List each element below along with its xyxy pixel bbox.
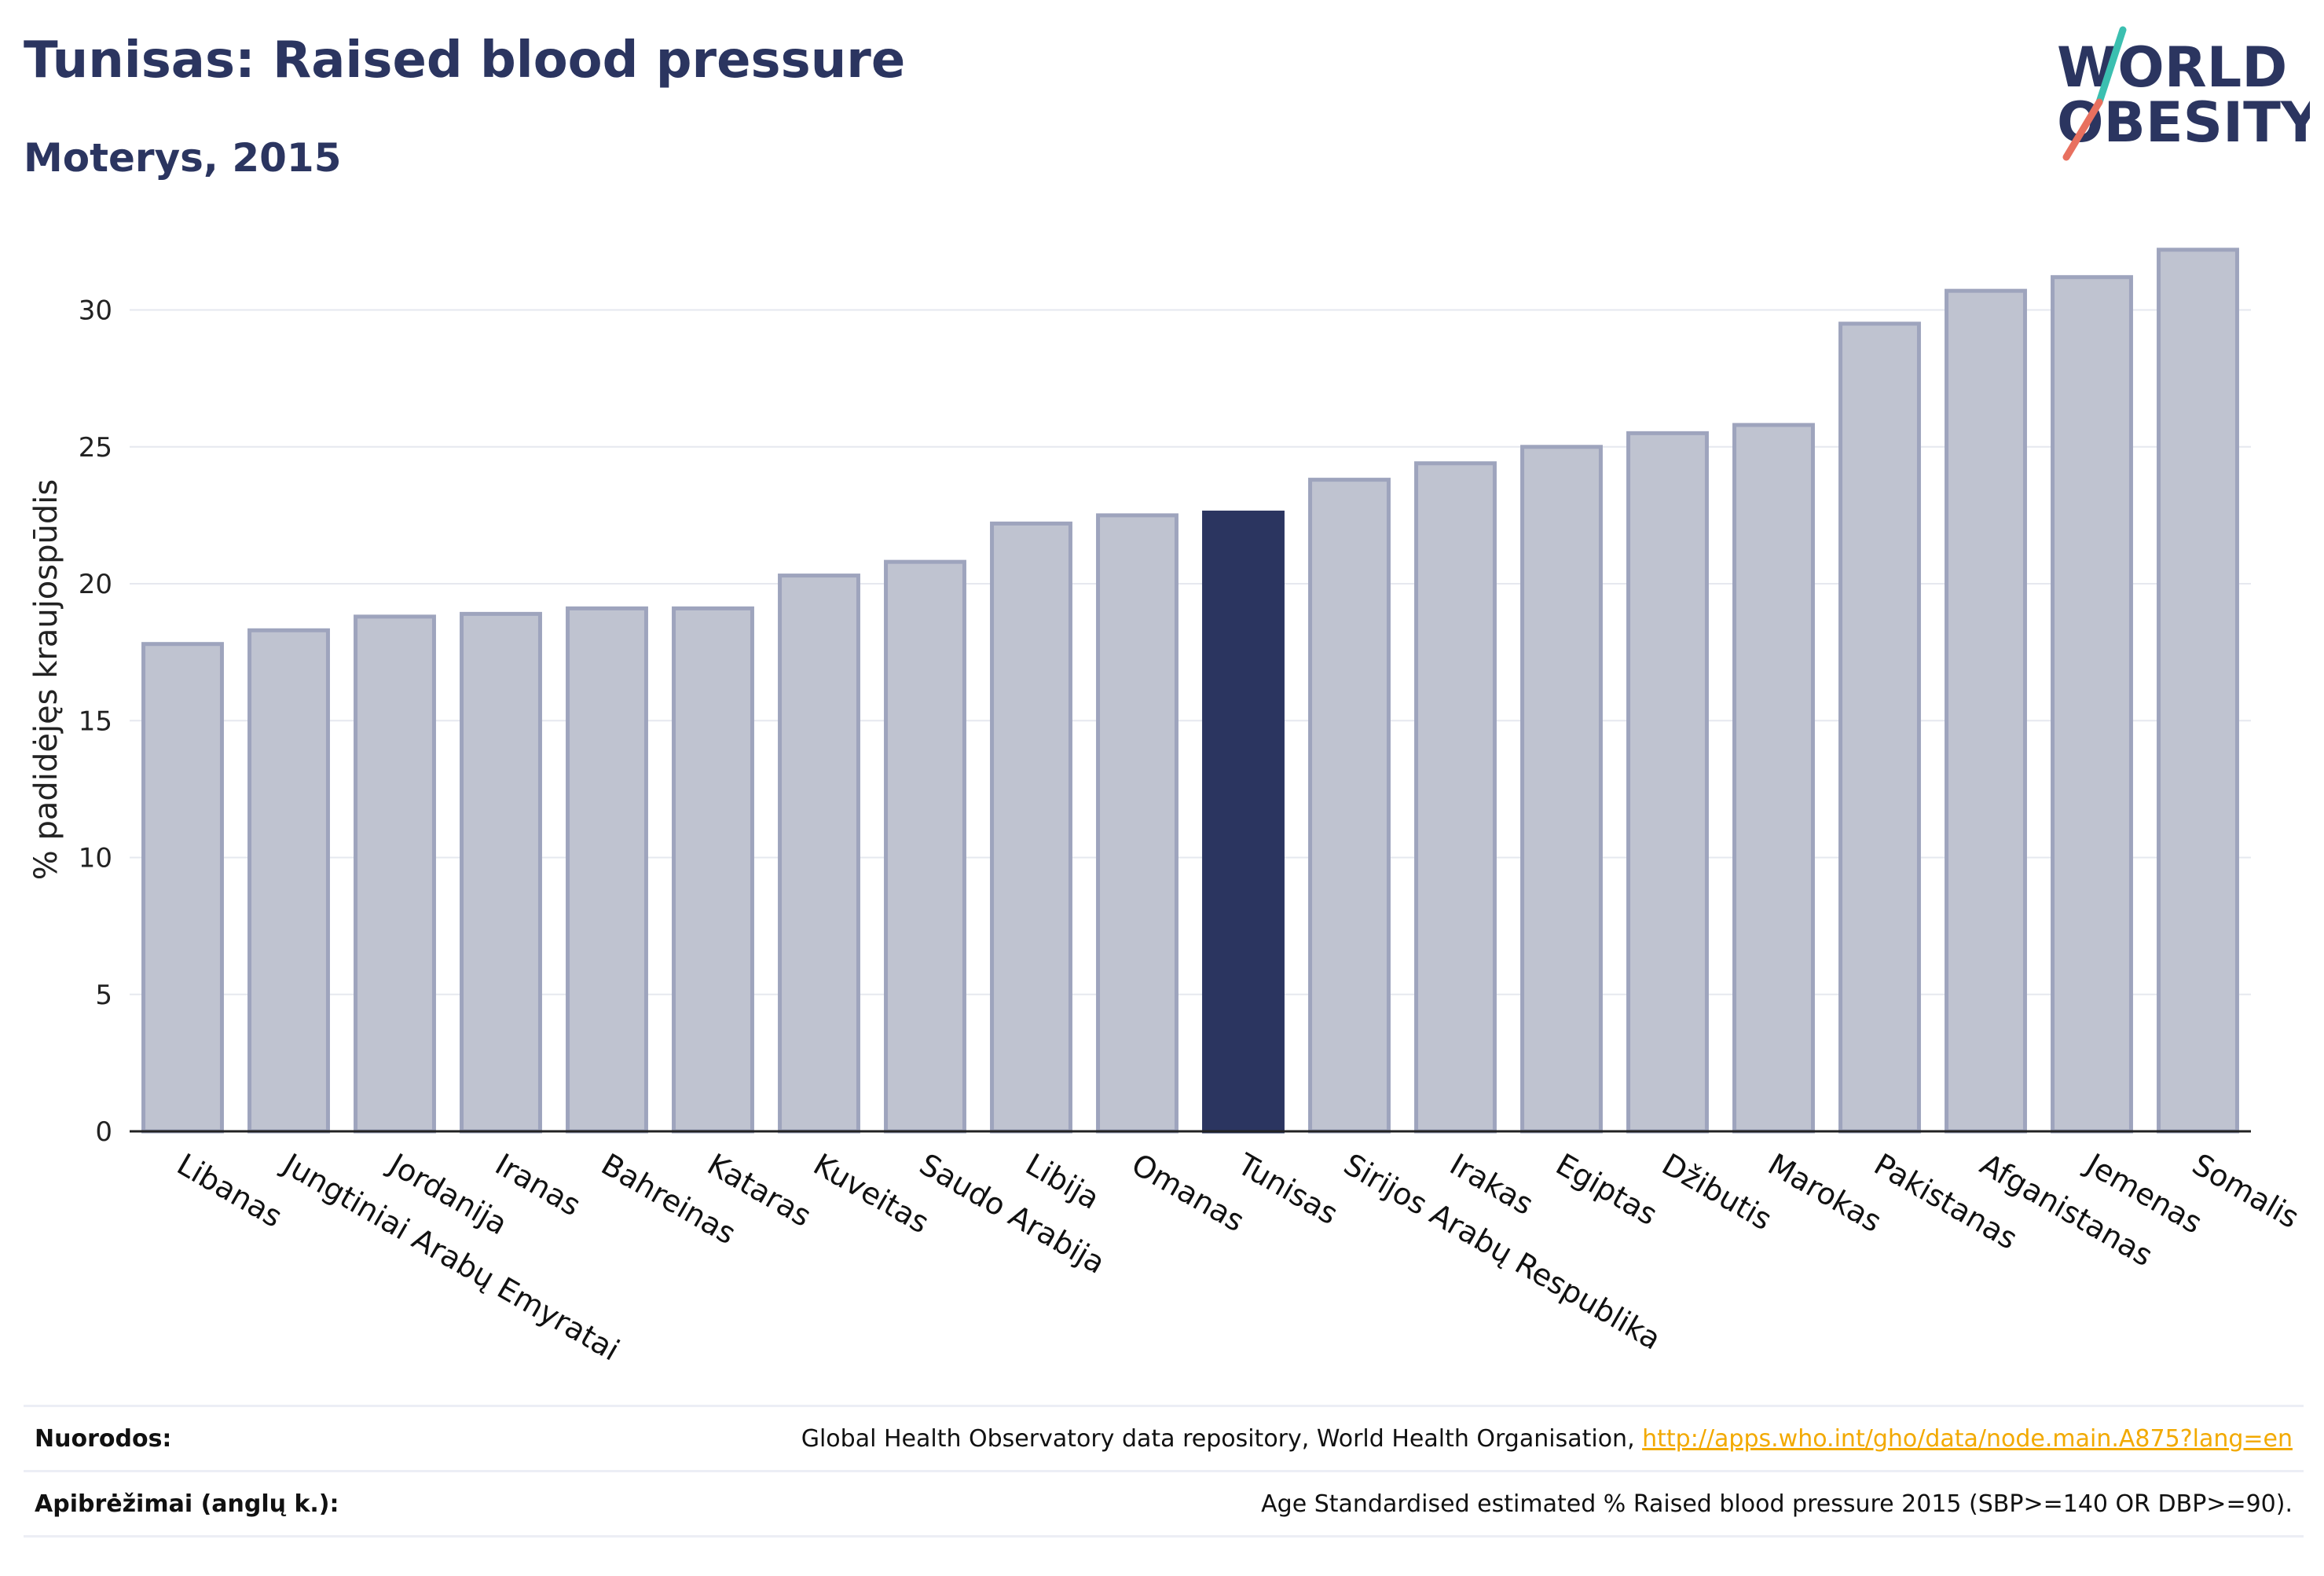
bar — [354, 614, 436, 1134]
bar — [1520, 445, 1603, 1134]
sources-label: Nuorodos: — [35, 1424, 172, 1453]
bar — [672, 606, 754, 1134]
sources-link[interactable]: http://apps.who.int/gho/data/node.main.A… — [1642, 1424, 2293, 1453]
bar — [990, 521, 1072, 1134]
definitions-value: Age Standardised estimated % Raised bloo… — [1261, 1490, 2293, 1518]
world-obesity-logo: WORLD OBESITY — [2057, 26, 2310, 161]
bar — [141, 642, 224, 1134]
sources-value: Global Health Observatory data repositor… — [801, 1425, 2304, 1453]
bar — [1732, 423, 1815, 1134]
y-tick-label: 30 — [79, 295, 112, 327]
footer: Nuorodos: Global Health Observatory data… — [24, 1405, 2304, 1538]
sources-row: Nuorodos: Global Health Observatory data… — [24, 1405, 2304, 1470]
y-tick-label: 20 — [79, 569, 112, 600]
bar — [1838, 321, 1921, 1134]
chart-subtitle: Moterys, 2015 — [24, 135, 342, 181]
bar — [1626, 431, 1709, 1134]
y-tick-label: 15 — [79, 706, 112, 737]
x-tick-label: Marokas — [1762, 1147, 1887, 1239]
definitions-label: Apibrėžimai (anglų k.): — [35, 1490, 339, 1518]
x-tick-label: Tunisas — [1231, 1146, 1343, 1231]
y-tick-label: 5 — [95, 980, 112, 1011]
bar — [884, 559, 966, 1134]
bar — [247, 628, 330, 1134]
bar — [2157, 247, 2239, 1134]
x-tick-label: Libanas — [171, 1147, 288, 1234]
logo-line-1: WORLD — [2057, 35, 2287, 100]
bar — [1945, 288, 2027, 1134]
x-tick-label: Džibutis — [1656, 1147, 1778, 1237]
x-tick-label: Somalis — [2187, 1147, 2305, 1235]
bar — [566, 606, 648, 1134]
bar — [1414, 461, 1497, 1134]
y-tick-label: 10 — [79, 843, 112, 874]
bar — [778, 574, 860, 1134]
x-tick-label: Omanas — [1126, 1147, 1250, 1239]
x-tick-label: Egiptas — [1550, 1147, 1663, 1233]
x-tick-label: Kuveitas — [808, 1147, 935, 1241]
bar — [1096, 513, 1178, 1134]
y-tick-label: 0 — [95, 1116, 112, 1148]
logo-slash-coral — [2062, 98, 2103, 161]
definitions-row: Apibrėžimai (anglų k.): Age Standardised… — [24, 1470, 2304, 1538]
bar-highlight — [1202, 510, 1285, 1134]
logo-slash-teal — [2095, 26, 2127, 106]
y-axis-title: % padidėjęs kraujospūdis — [28, 479, 64, 880]
y-tick-label: 25 — [79, 432, 112, 464]
bar — [460, 611, 542, 1134]
chart-title: Tunisas: Raised blood pressure — [24, 31, 906, 90]
bar — [1308, 478, 1391, 1134]
x-tick-label: Saudo Arabija — [914, 1147, 1111, 1281]
bar — [2051, 275, 2133, 1134]
sources-text: Global Health Observatory data repositor… — [801, 1424, 1643, 1453]
